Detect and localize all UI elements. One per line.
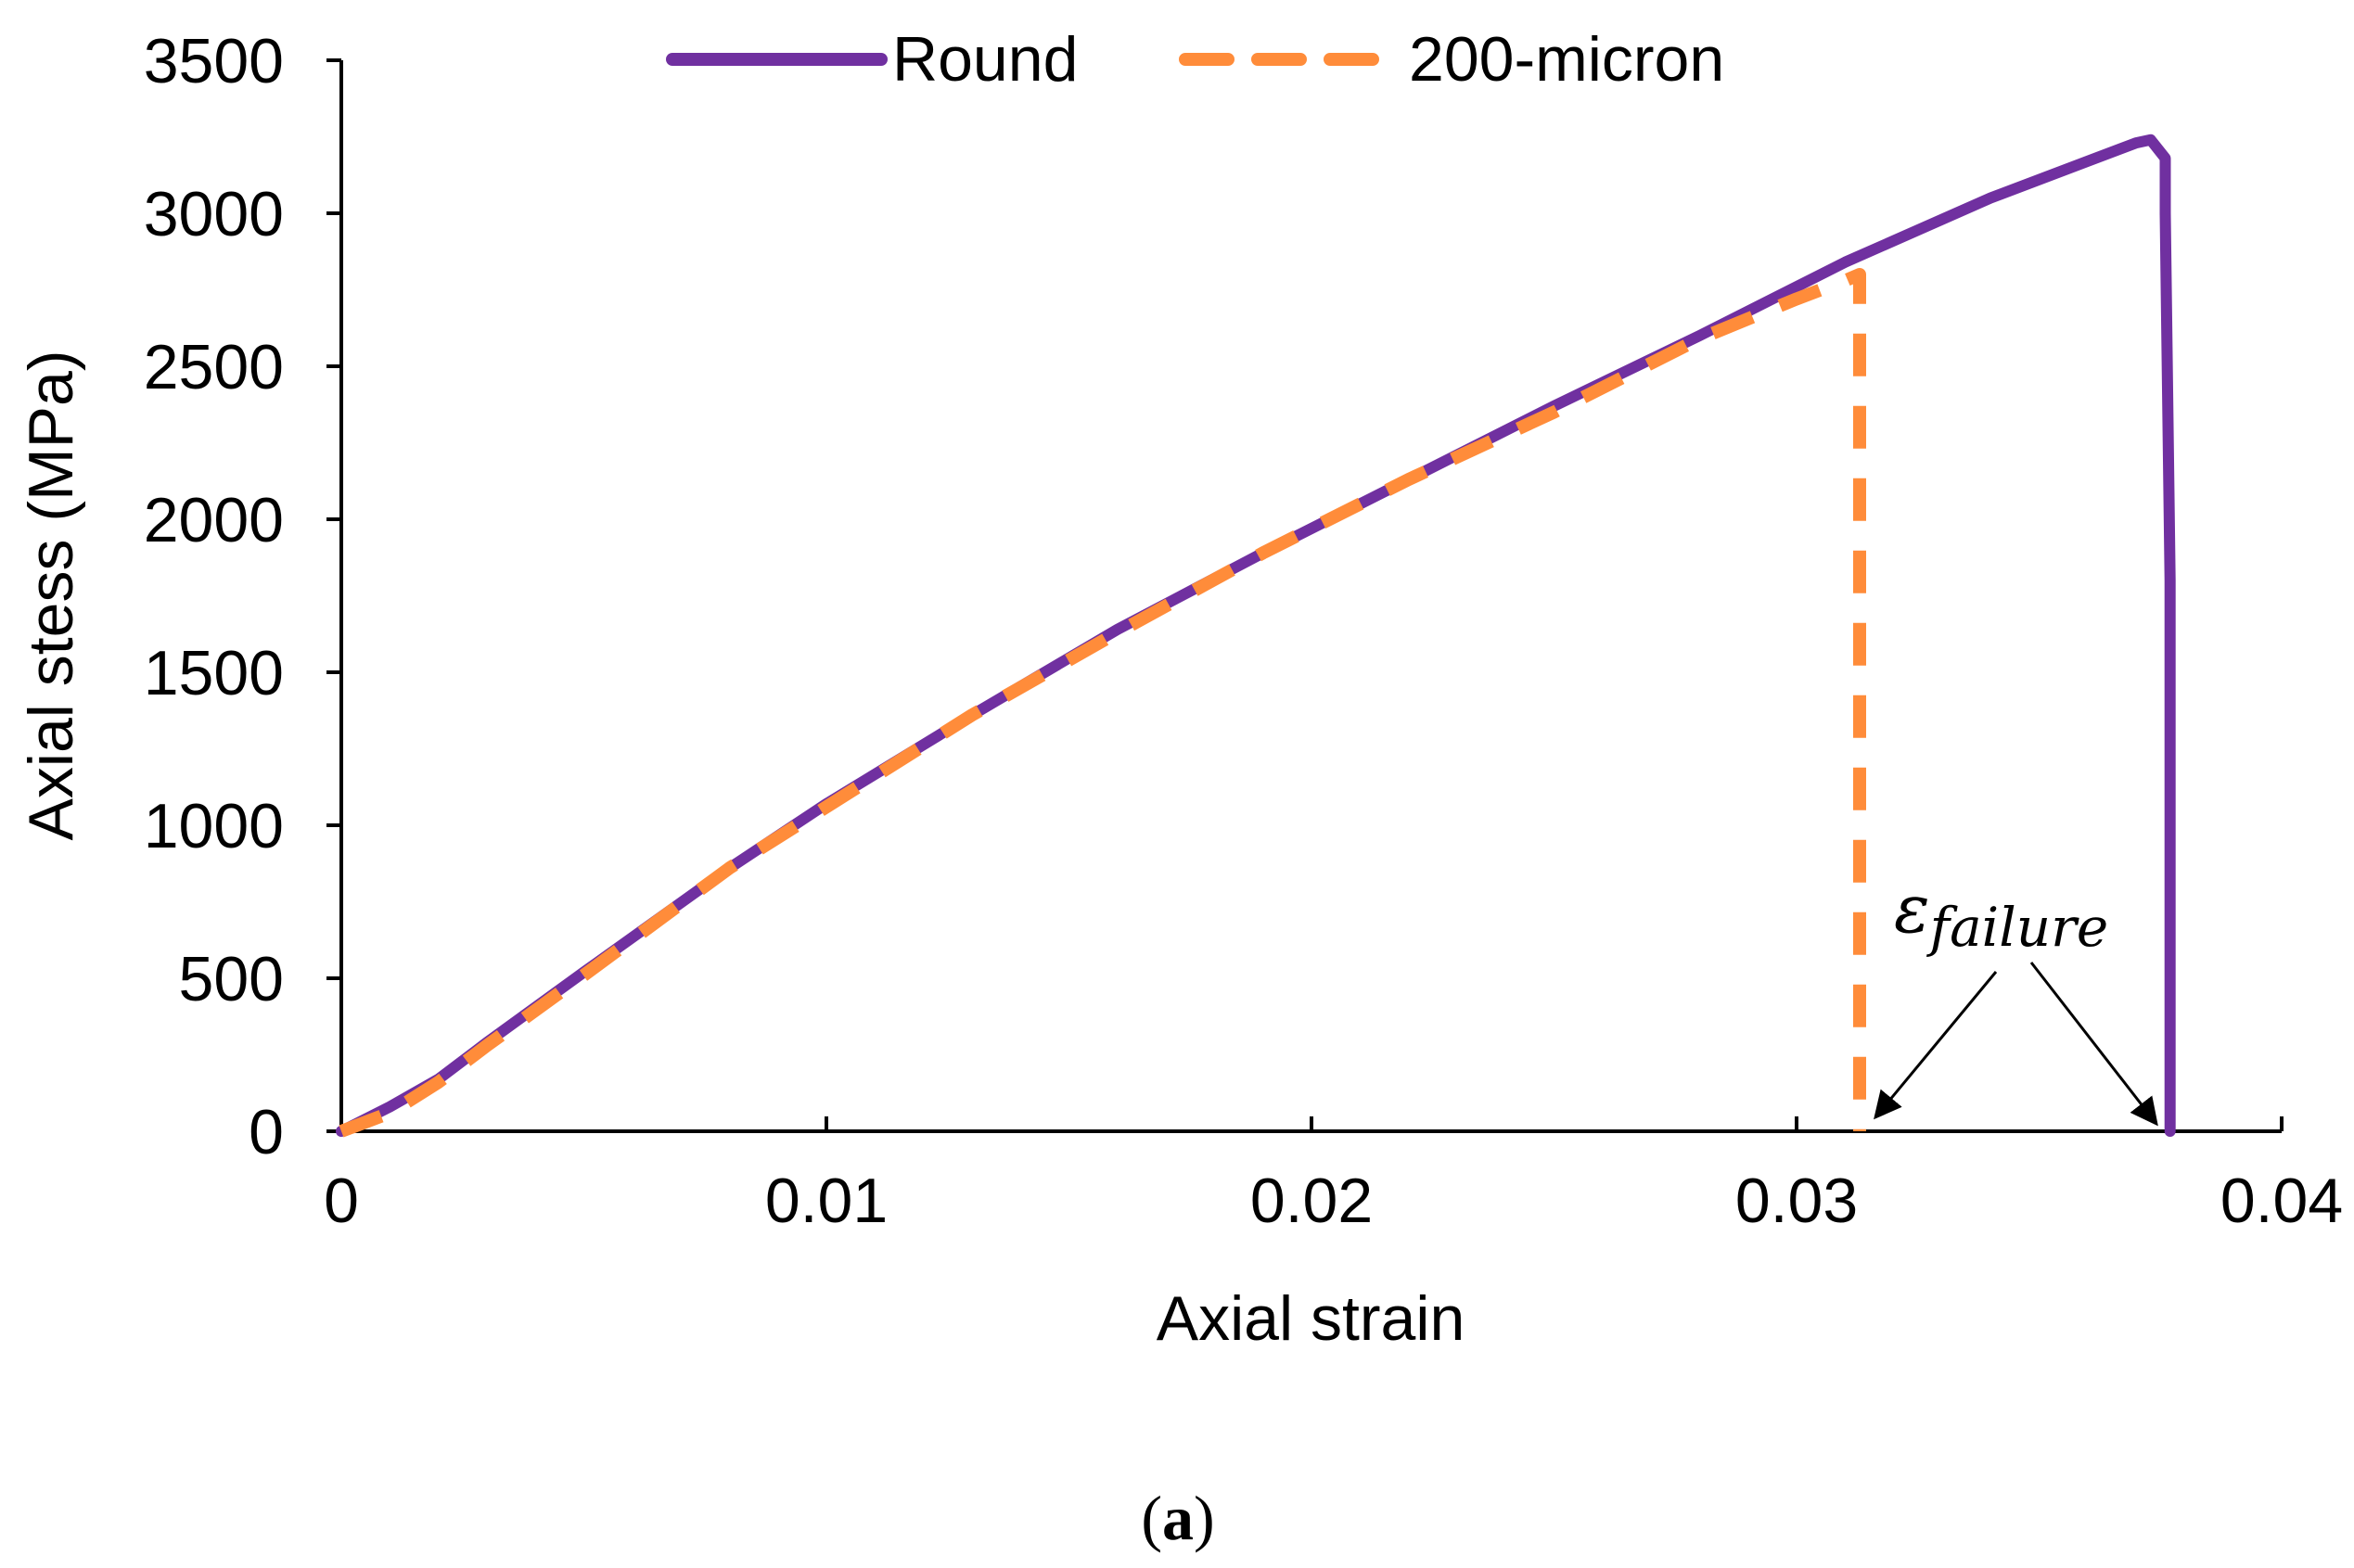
epsilon-symbol: ε — [1894, 870, 1930, 948]
legend: Round 200-micron — [666, 24, 1724, 95]
failure-arrow-200-micron — [1874, 971, 1998, 1120]
caption-close: ) — [1194, 1483, 1215, 1553]
x-ticks: 0 0.01 0.02 0.03 0.04 — [324, 1116, 2343, 1236]
caption-open: ( — [1141, 1483, 1162, 1553]
failure-annotation: εfailure — [1874, 870, 2158, 1127]
series-line-200-micron — [339, 268, 1866, 1138]
axes — [339, 60, 2282, 1133]
series-layer — [336, 134, 2176, 1138]
y-tick-label: 3500 — [144, 26, 284, 96]
x-tick-label: 0.04 — [2220, 1166, 2343, 1236]
x-tick-label: 0.01 — [765, 1166, 888, 1236]
failure-arrow-round — [2029, 962, 2158, 1127]
y-tick-label: 500 — [179, 944, 284, 1014]
y-ticks: 0 500 1000 1500 2000 2500 3000 3500 — [144, 26, 341, 1167]
x-axis-label: Axial strain — [1157, 1283, 1465, 1354]
x-tick-label: 0.02 — [1250, 1166, 1373, 1236]
figure-caption: (a) — [1141, 1483, 1214, 1553]
y-tick-label: 2000 — [144, 485, 284, 555]
x-tick-label: 0 — [324, 1166, 359, 1236]
y-tick-label: 2500 — [144, 332, 284, 402]
legend-label-200-micron: 200-micron — [1409, 24, 1724, 95]
failure-annotation-label: εfailure — [1894, 870, 2108, 959]
y-axis-label: Axial stess (MPa) — [16, 351, 86, 841]
y-tick-label: 1000 — [144, 791, 284, 861]
legend-label-round: Round — [892, 24, 1078, 95]
y-tick-label: 0 — [249, 1097, 284, 1167]
series-line-round — [336, 134, 2176, 1137]
y-tick-label: 1500 — [144, 638, 284, 708]
x-tick-label: 0.03 — [1735, 1166, 1858, 1236]
caption-label: a — [1162, 1483, 1194, 1553]
failure-subscript: failure — [1926, 896, 2109, 959]
y-tick-label: 3000 — [144, 179, 284, 249]
